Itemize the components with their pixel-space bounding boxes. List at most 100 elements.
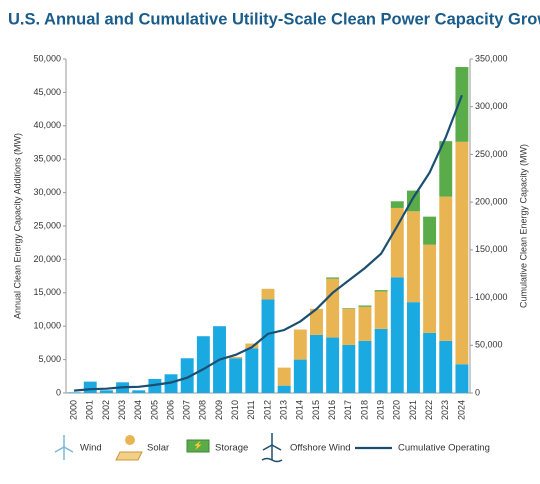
legend-label: Offshore Wind [290, 443, 351, 454]
bar [132, 390, 146, 393]
legend-label: Solar [147, 443, 169, 454]
bar [310, 308, 323, 335]
x-tick-label: 2023 [440, 400, 450, 420]
bar [423, 216, 437, 245]
bar [310, 334, 323, 393]
bar [358, 340, 372, 393]
bar [342, 344, 356, 393]
x-tick-label: 2010 [230, 400, 240, 420]
y2-tick-label: 250,000 [475, 149, 508, 159]
legend-icons: ⚡ [54, 433, 283, 463]
y2-tick-label: 50,000 [475, 340, 503, 350]
bar [293, 329, 307, 360]
bar [455, 67, 469, 142]
x-tick-label: 2005 [149, 400, 159, 420]
bar [245, 348, 259, 393]
bar [326, 337, 340, 393]
bar [277, 367, 291, 386]
bar [374, 290, 388, 292]
bar [229, 358, 243, 393]
y-tick-label: 15,000 [33, 287, 61, 297]
bar [439, 340, 453, 393]
x-tick-label: 2008 [198, 400, 208, 420]
bar [261, 299, 275, 393]
bar [406, 302, 420, 393]
y-tick-label: 40,000 [33, 120, 61, 130]
bar [261, 288, 275, 300]
bar [293, 359, 307, 393]
x-tick-label: 2006 [165, 400, 175, 420]
bar [390, 201, 404, 208]
y-tick-label: 45,000 [33, 87, 61, 97]
y-tick-label: 50,000 [33, 53, 61, 63]
y-tick-label: 5,000 [38, 354, 61, 364]
y2-tick-label: 350,000 [475, 53, 508, 63]
bar [455, 364, 469, 393]
bar [229, 356, 243, 359]
x-tick-label: 2012 [262, 400, 272, 420]
x-tick-label: 2003 [117, 400, 127, 420]
x-tick-label: 2014 [295, 400, 305, 420]
x-tick-label: 2011 [246, 400, 256, 419]
y-axis-title: Annual Clean Energy Capacity Additions (… [12, 133, 22, 319]
legend-label: Storage [215, 443, 248, 454]
x-tick-label: 2021 [408, 400, 418, 420]
bar [423, 332, 437, 393]
chart-title: U.S. Annual and Cumulative Utility-Scale… [8, 10, 540, 28]
bar [180, 358, 194, 393]
x-tick-label: 2007 [182, 400, 192, 420]
bar [326, 278, 340, 338]
y2-tick-label: 150,000 [475, 244, 508, 254]
bar [423, 244, 437, 333]
y-tick-label: 10,000 [33, 321, 61, 331]
svg-text:⚡: ⚡ [193, 440, 203, 450]
legend-label: Cumulative Operating [398, 443, 490, 454]
bar [342, 308, 356, 345]
bar [358, 305, 372, 307]
cumulative-line [73, 94, 463, 392]
x-tick-label: 2013 [279, 400, 289, 420]
y-tick-label: 0 [56, 387, 61, 397]
y2-tick-label: 100,000 [475, 292, 508, 302]
y2-tick-label: 300,000 [475, 101, 508, 111]
x-tick-label: 2000 [68, 400, 78, 420]
bar [99, 390, 113, 393]
x-tick-label: 2022 [424, 400, 434, 420]
y2-axis-title: Cumulative Clean Energy Capacity (MW) [518, 144, 528, 308]
bar [390, 207, 404, 278]
bar [83, 381, 97, 393]
x-tick-label: 2015 [311, 400, 321, 420]
bar [326, 277, 340, 279]
y2-tick-label: 0 [475, 387, 480, 397]
bar [67, 392, 81, 393]
legend-label: Wind [80, 443, 102, 454]
bar [358, 306, 372, 341]
x-tick-label: 2016 [327, 400, 337, 420]
x-tick-label: 2024 [456, 400, 466, 420]
x-tick-label: 2004 [133, 400, 143, 420]
bar [439, 141, 453, 197]
x-tick-label: 2018 [359, 400, 369, 420]
bar [439, 196, 453, 341]
bar [406, 211, 420, 303]
bar [164, 374, 178, 393]
y-tick-label: 25,000 [33, 220, 61, 230]
x-tick-label: 2001 [85, 400, 95, 420]
bar [374, 328, 388, 393]
bar [455, 141, 469, 365]
x-tick-label: 2020 [392, 400, 402, 420]
x-tick-label: 2019 [375, 400, 385, 420]
bar [342, 308, 356, 309]
y2-tick-label: 200,000 [475, 197, 508, 207]
y-tick-label: 20,000 [33, 254, 61, 264]
y-tick-label: 35,000 [33, 154, 61, 164]
bar [277, 385, 291, 393]
x-tick-label: 2017 [343, 400, 353, 420]
bar [406, 190, 420, 212]
y-tick-label: 30,000 [33, 187, 61, 197]
bar [390, 277, 404, 393]
bar [196, 336, 210, 393]
bar [374, 291, 388, 329]
x-tick-label: 2002 [101, 400, 111, 420]
